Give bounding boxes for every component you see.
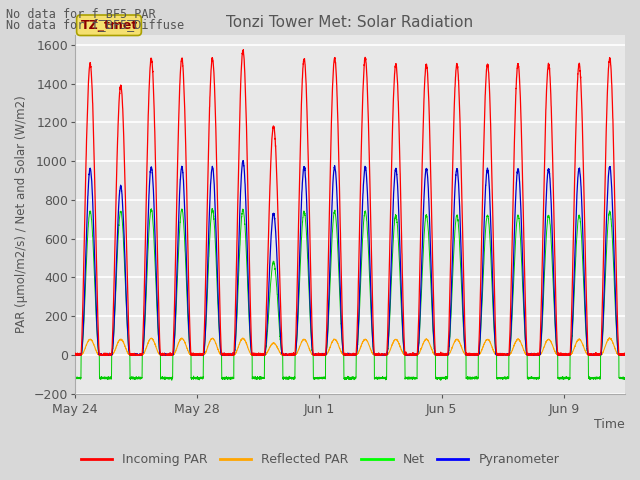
X-axis label: Time: Time [595, 419, 625, 432]
Y-axis label: PAR (µmol/m2/s) / Net and Solar (W/m2): PAR (µmol/m2/s) / Net and Solar (W/m2) [15, 96, 28, 333]
Title: Tonzi Tower Met: Solar Radiation: Tonzi Tower Met: Solar Radiation [227, 15, 474, 30]
Text: No data for f_BF5_PAR: No data for f_BF5_PAR [6, 7, 156, 20]
Legend: Incoming PAR, Reflected PAR, Net, Pyranometer: Incoming PAR, Reflected PAR, Net, Pyrano… [76, 448, 564, 471]
Text: TZ_tmet: TZ_tmet [81, 19, 138, 32]
Text: No data for f_BF5_Diffuse: No data for f_BF5_Diffuse [6, 18, 184, 31]
